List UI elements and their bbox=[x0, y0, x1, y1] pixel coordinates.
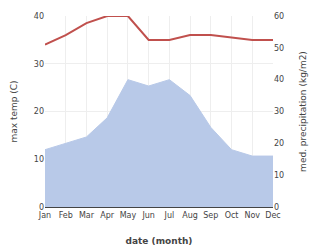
svg-text:Feb: Feb bbox=[59, 211, 73, 220]
svg-text:0: 0 bbox=[274, 203, 279, 212]
svg-text:10: 10 bbox=[274, 171, 284, 180]
svg-text:Jun: Jun bbox=[141, 211, 155, 220]
svg-text:Apr: Apr bbox=[100, 211, 115, 220]
svg-text:Dec: Dec bbox=[265, 211, 280, 220]
svg-text:Aug: Aug bbox=[182, 211, 198, 220]
svg-text:Nov: Nov bbox=[244, 211, 260, 220]
svg-text:30: 30 bbox=[274, 107, 284, 116]
svg-text:30: 30 bbox=[34, 60, 44, 69]
svg-text:Oct: Oct bbox=[225, 211, 239, 220]
svg-text:date (month): date (month) bbox=[126, 236, 193, 246]
svg-text:0: 0 bbox=[39, 203, 44, 212]
svg-text:Mar: Mar bbox=[79, 211, 95, 220]
svg-text:50: 50 bbox=[274, 44, 284, 53]
svg-text:20: 20 bbox=[34, 107, 44, 116]
svg-text:Jul: Jul bbox=[164, 211, 175, 220]
svg-text:Jan: Jan bbox=[38, 211, 51, 220]
svg-text:May: May bbox=[120, 211, 137, 220]
svg-text:20: 20 bbox=[274, 139, 284, 148]
svg-text:Sep: Sep bbox=[203, 211, 218, 220]
svg-text:10: 10 bbox=[34, 155, 44, 164]
svg-text:40: 40 bbox=[274, 75, 284, 84]
svg-text:40: 40 bbox=[34, 12, 44, 21]
svg-text:60: 60 bbox=[274, 12, 284, 21]
svg-text:max temp (C): max temp (C) bbox=[9, 80, 19, 142]
svg-text:med. precipitation (kg/m2): med. precipitation (kg/m2) bbox=[298, 51, 308, 172]
